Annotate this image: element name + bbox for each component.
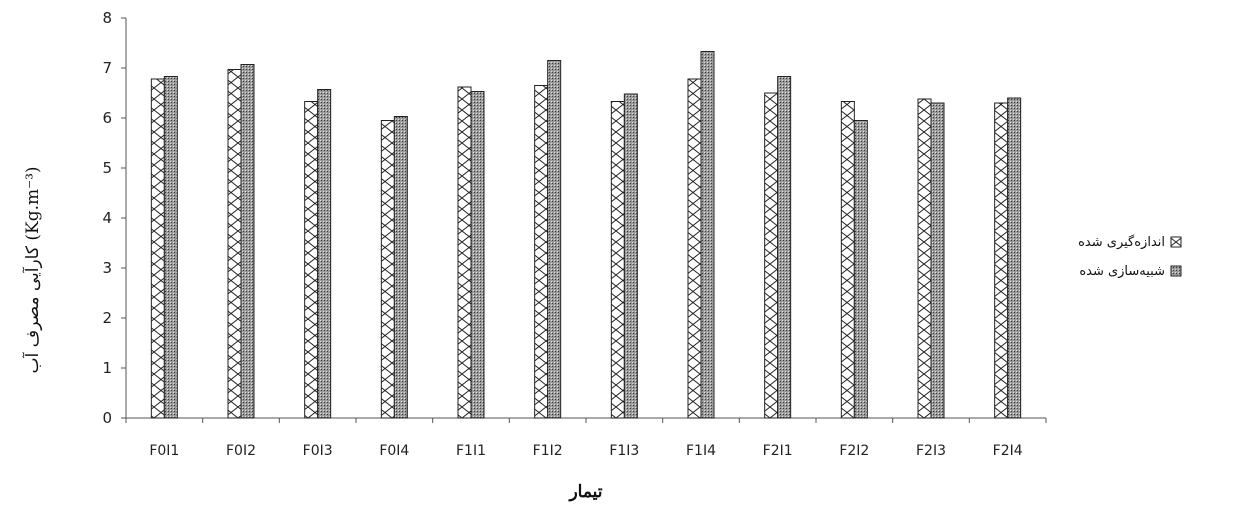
x-tick-label: F2I1 — [763, 443, 793, 459]
y-tick-label: 7 — [102, 59, 112, 77]
legend-swatch-measured — [1170, 236, 1182, 248]
y-tick-label: 5 — [102, 159, 112, 177]
y-tick-label: 3 — [102, 259, 112, 277]
axes — [121, 17, 1047, 423]
y-tick-label: 1 — [102, 359, 112, 377]
bar-simulated — [700, 51, 715, 419]
bar-simulated — [1007, 97, 1022, 419]
legend-label-measured: اندازه‌گیری شده — [1078, 234, 1165, 250]
bar-measured — [610, 101, 625, 419]
bar-simulated — [777, 76, 792, 419]
y-tick-label: 0 — [102, 409, 112, 427]
x-tick-label: F0I1 — [149, 443, 179, 459]
bar-measured — [457, 86, 472, 419]
y-tick-label: 8 — [102, 9, 112, 27]
x-tick-label: F0I2 — [226, 443, 256, 459]
x-tick-label: F1I2 — [533, 443, 563, 459]
axis-labels: 0 1 2 3 4 5 6 7 8 F0I1 F0I2 F0I3 F0I4 F1I1 F1I2 F1I3 F1I… — [102, 9, 1022, 459]
bar-simulated — [547, 60, 562, 419]
x-tick-label: F2I2 — [839, 443, 869, 459]
bars — [150, 51, 1022, 419]
bar-simulated — [930, 102, 945, 419]
bar-simulated — [393, 116, 408, 419]
x-tick-label: F1I3 — [609, 443, 639, 459]
x-tick-label: F1I1 — [456, 443, 486, 459]
x-tick-label: F0I3 — [303, 443, 333, 459]
y-tick-label: 6 — [102, 109, 112, 127]
x-tick-label: F0I4 — [379, 443, 409, 459]
x-tick-label: F1I4 — [686, 443, 716, 459]
bar-simulated — [240, 64, 255, 419]
y-axis-title: کارآیی مصرف آب (Kg.m⁻³) — [21, 166, 43, 373]
legend: اندازه‌گیری شده شبیه‌سازی شده — [1078, 234, 1182, 279]
x-tick-label: F2I3 — [916, 443, 946, 459]
x-axis-title: تیمار — [567, 482, 602, 502]
bar-measured — [687, 78, 702, 419]
bar-simulated — [470, 91, 485, 419]
bar-simulated — [853, 120, 868, 419]
bar-measured — [994, 102, 1009, 419]
y-tick-label: 2 — [102, 309, 112, 327]
y-tick-label: 4 — [102, 209, 112, 227]
bar-simulated — [317, 89, 332, 419]
bar-measured — [304, 101, 319, 419]
legend-swatch-simulated — [1170, 265, 1182, 277]
bar-measured — [534, 85, 549, 419]
bar-measured — [150, 78, 165, 419]
bar-simulated — [163, 76, 178, 419]
bar-measured — [840, 101, 855, 419]
bar-measured — [227, 69, 242, 419]
bar-measured — [380, 120, 395, 419]
legend-label-simulated: شبیه‌سازی شده — [1079, 264, 1165, 279]
bar-simulated — [623, 93, 638, 419]
bar-measured — [764, 92, 779, 419]
x-tick-label: F2I4 — [993, 443, 1023, 459]
bar-measured — [917, 98, 932, 419]
